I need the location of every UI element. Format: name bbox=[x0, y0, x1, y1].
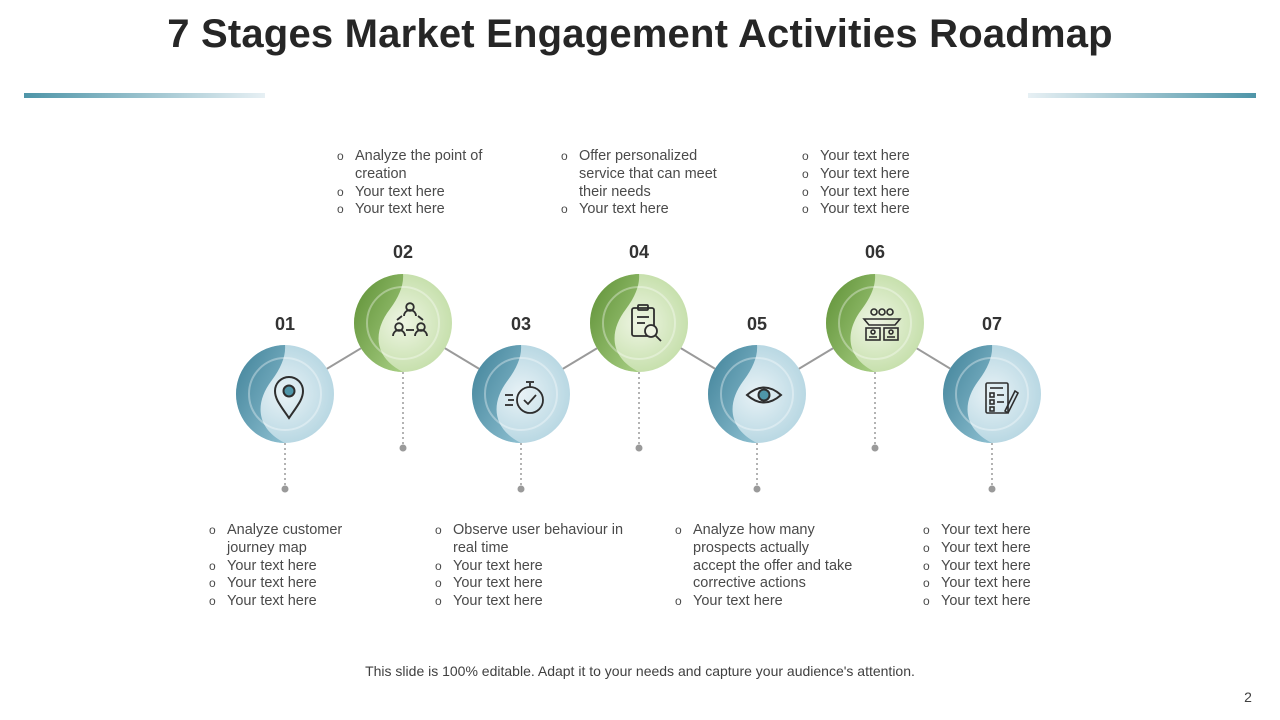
list-item: Your text here bbox=[923, 540, 1073, 558]
page-title: 7 Stages Market Engagement Activities Ro… bbox=[167, 12, 1113, 56]
list-item: Analyze the point of creation bbox=[337, 148, 507, 184]
stage-06-bullets: Your text here Your text here Your text … bbox=[802, 148, 972, 219]
list-item: Your text here bbox=[435, 593, 635, 611]
list-item: Your text here bbox=[923, 593, 1073, 611]
eye-icon bbox=[745, 386, 783, 404]
list-item: Analyze customer journey map bbox=[209, 522, 369, 558]
title-underline-left bbox=[24, 93, 265, 98]
stage-07-bullets: Your text here Your text here Your text … bbox=[923, 522, 1073, 611]
list-item: Observe user behaviour in real time bbox=[435, 522, 635, 558]
stage-circle-07 bbox=[943, 345, 1041, 443]
team-network-icon bbox=[392, 302, 428, 337]
audience-panel-icon bbox=[862, 308, 902, 341]
list-item: Your text here bbox=[209, 593, 369, 611]
list-item: Your text here bbox=[923, 522, 1073, 540]
list-item: Your text here bbox=[923, 558, 1073, 576]
stage-02-bullets: Analyze the point of creation Your text … bbox=[337, 148, 507, 219]
location-pin-icon bbox=[273, 376, 305, 420]
stopwatch-check-icon bbox=[505, 381, 544, 414]
list-item: Your text here bbox=[802, 184, 972, 202]
stage-circle-05 bbox=[708, 345, 806, 443]
list-item: Your text here bbox=[337, 201, 507, 219]
stage-05-bullets: Analyze how many prospects actually acce… bbox=[675, 522, 855, 611]
stage-number-07: 07 bbox=[981, 314, 1003, 334]
stage-03-bullets: Observe user behaviour in real time Your… bbox=[435, 522, 635, 611]
dotted-leaders bbox=[284, 372, 993, 488]
list-item: Your text here bbox=[337, 184, 507, 202]
list-item: Your text here bbox=[435, 558, 635, 576]
list-item: Your text here bbox=[923, 575, 1073, 593]
checklist-document-icon bbox=[985, 382, 1020, 415]
list-item: Your text here bbox=[802, 166, 972, 184]
page-number: 2 bbox=[1244, 689, 1252, 705]
stage-number-05: 05 bbox=[746, 314, 768, 334]
stage-number-04: 04 bbox=[628, 242, 650, 262]
clipboard-search-icon bbox=[631, 304, 662, 342]
stage-circle-02 bbox=[354, 274, 452, 372]
title-underline-right bbox=[1028, 93, 1256, 98]
list-item: Offer personalized service that can meet… bbox=[561, 148, 741, 201]
stage-number-03: 03 bbox=[510, 314, 532, 334]
stage-circle-03 bbox=[472, 345, 570, 443]
stage-04-bullets: Offer personalized service that can meet… bbox=[561, 148, 741, 219]
leader-dots bbox=[281, 444, 996, 493]
list-item: Your text here bbox=[209, 558, 369, 576]
stage-number-01: 01 bbox=[274, 314, 296, 334]
list-item: Your text here bbox=[802, 148, 972, 166]
list-item: Your text here bbox=[209, 575, 369, 593]
list-item: Your text here bbox=[561, 201, 741, 219]
list-item: Analyze how many prospects actually acce… bbox=[675, 522, 855, 593]
stage-01-bullets: Analyze customer journey map Your text h… bbox=[209, 522, 369, 611]
stage-circle-06 bbox=[826, 274, 924, 372]
stage-number-02: 02 bbox=[392, 242, 414, 262]
list-item: Your text here bbox=[802, 201, 972, 219]
list-item: Your text here bbox=[675, 593, 855, 611]
stage-number-06: 06 bbox=[864, 242, 886, 262]
footer-note: This slide is 100% editable. Adapt it to… bbox=[365, 663, 915, 679]
list-item: Your text here bbox=[435, 575, 635, 593]
